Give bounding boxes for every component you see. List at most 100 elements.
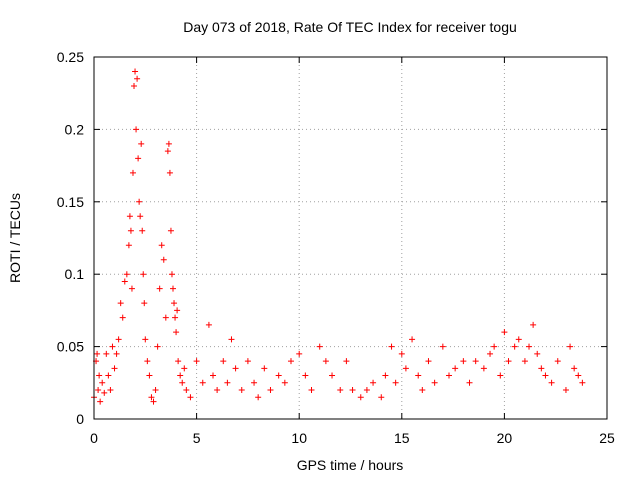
data-point: [154, 343, 161, 350]
axis-ticks: 0 5 10 15 20 25 0 0.05 0.1 0.15 0.2 0.25: [57, 49, 615, 446]
data-point: [94, 350, 101, 357]
data-point: [146, 372, 153, 379]
data-point: [392, 379, 399, 386]
data-point: [308, 387, 315, 394]
data-point: [228, 336, 235, 343]
data-point: [571, 365, 578, 372]
data-point: [439, 343, 446, 350]
data-point: [409, 336, 416, 343]
data-point: [472, 358, 479, 365]
data-point: [534, 350, 541, 357]
data-point: [187, 394, 194, 401]
data-point: [167, 227, 174, 234]
data-point: [505, 358, 512, 365]
data-point: [515, 336, 522, 343]
data-point: [181, 365, 188, 372]
data-point: [127, 227, 134, 234]
x-tick-label: 20: [497, 430, 513, 446]
data-point: [171, 300, 178, 307]
data-point: [567, 343, 574, 350]
data-point: [103, 350, 110, 357]
data-point: [199, 379, 206, 386]
data-point: [337, 387, 344, 394]
data-point: [232, 365, 239, 372]
data-point: [129, 169, 136, 176]
data-point: [322, 358, 329, 365]
data-point: [95, 387, 102, 394]
x-tick-label: 15: [394, 430, 410, 446]
y-tick-label: 0.1: [65, 266, 85, 282]
data-point: [99, 379, 106, 386]
data-point: [511, 343, 518, 350]
x-tick-label: 25: [599, 430, 615, 446]
grid: [94, 57, 607, 419]
x-tick-label: 10: [291, 430, 307, 446]
data-point: [164, 148, 171, 155]
y-tick-label: 0.2: [65, 121, 85, 137]
data-point: [135, 155, 142, 162]
data-point: [113, 350, 120, 357]
data-point: [123, 271, 130, 278]
data-point: [117, 300, 124, 307]
data-point: [480, 365, 487, 372]
y-tick-label: 0: [76, 411, 84, 427]
data-point: [466, 379, 473, 386]
data-point: [255, 394, 262, 401]
data-point: [460, 358, 467, 365]
data-point: [131, 82, 138, 89]
data-point: [343, 358, 350, 365]
data-point: [370, 379, 377, 386]
data-point: [142, 336, 149, 343]
data-point: [548, 379, 555, 386]
data-point: [97, 398, 104, 405]
data-point: [96, 372, 103, 379]
data-point: [530, 321, 537, 328]
data-point: [119, 314, 126, 321]
data-point: [329, 372, 336, 379]
data-point: [138, 140, 145, 147]
data-point: [275, 372, 282, 379]
data-point: [166, 169, 173, 176]
data-point: [302, 372, 309, 379]
data-point: [162, 314, 169, 321]
data-point: [121, 278, 128, 285]
data-point: [378, 394, 385, 401]
data-point: [425, 358, 432, 365]
data-point: [175, 358, 182, 365]
data-point: [141, 300, 148, 307]
y-tick-label: 0.25: [57, 49, 84, 65]
data-point: [296, 350, 303, 357]
data-point: [382, 372, 389, 379]
data-point: [526, 343, 533, 350]
data-point: [205, 321, 212, 328]
data-point: [139, 227, 146, 234]
data-point: [238, 387, 245, 394]
data-point: [210, 372, 217, 379]
data-point: [168, 271, 175, 278]
data-point: [115, 336, 122, 343]
data-point: [316, 343, 323, 350]
data-point: [111, 365, 118, 372]
data-point: [183, 387, 190, 394]
y-tick-label: 0.05: [57, 339, 84, 355]
data-point: [357, 394, 364, 401]
x-axis-label: GPS time / hours: [297, 457, 404, 473]
data-point: [419, 387, 426, 394]
data-point: [177, 372, 184, 379]
data-point: [126, 213, 133, 220]
data-point: [105, 372, 112, 379]
data-point: [101, 389, 108, 396]
data-point: [160, 256, 167, 263]
data-point: [173, 329, 180, 336]
data-point: [125, 242, 132, 249]
data-point: [538, 365, 545, 372]
plot-frame: [93, 56, 608, 420]
data-point: [491, 343, 498, 350]
data-point: [179, 379, 186, 386]
data-point: [579, 379, 586, 386]
x-tick-label: 0: [90, 430, 98, 446]
data-point: [109, 343, 116, 350]
data-point: [267, 387, 274, 394]
data-point: [521, 358, 528, 365]
y-axis-label: ROTI / TECUs: [7, 193, 23, 283]
